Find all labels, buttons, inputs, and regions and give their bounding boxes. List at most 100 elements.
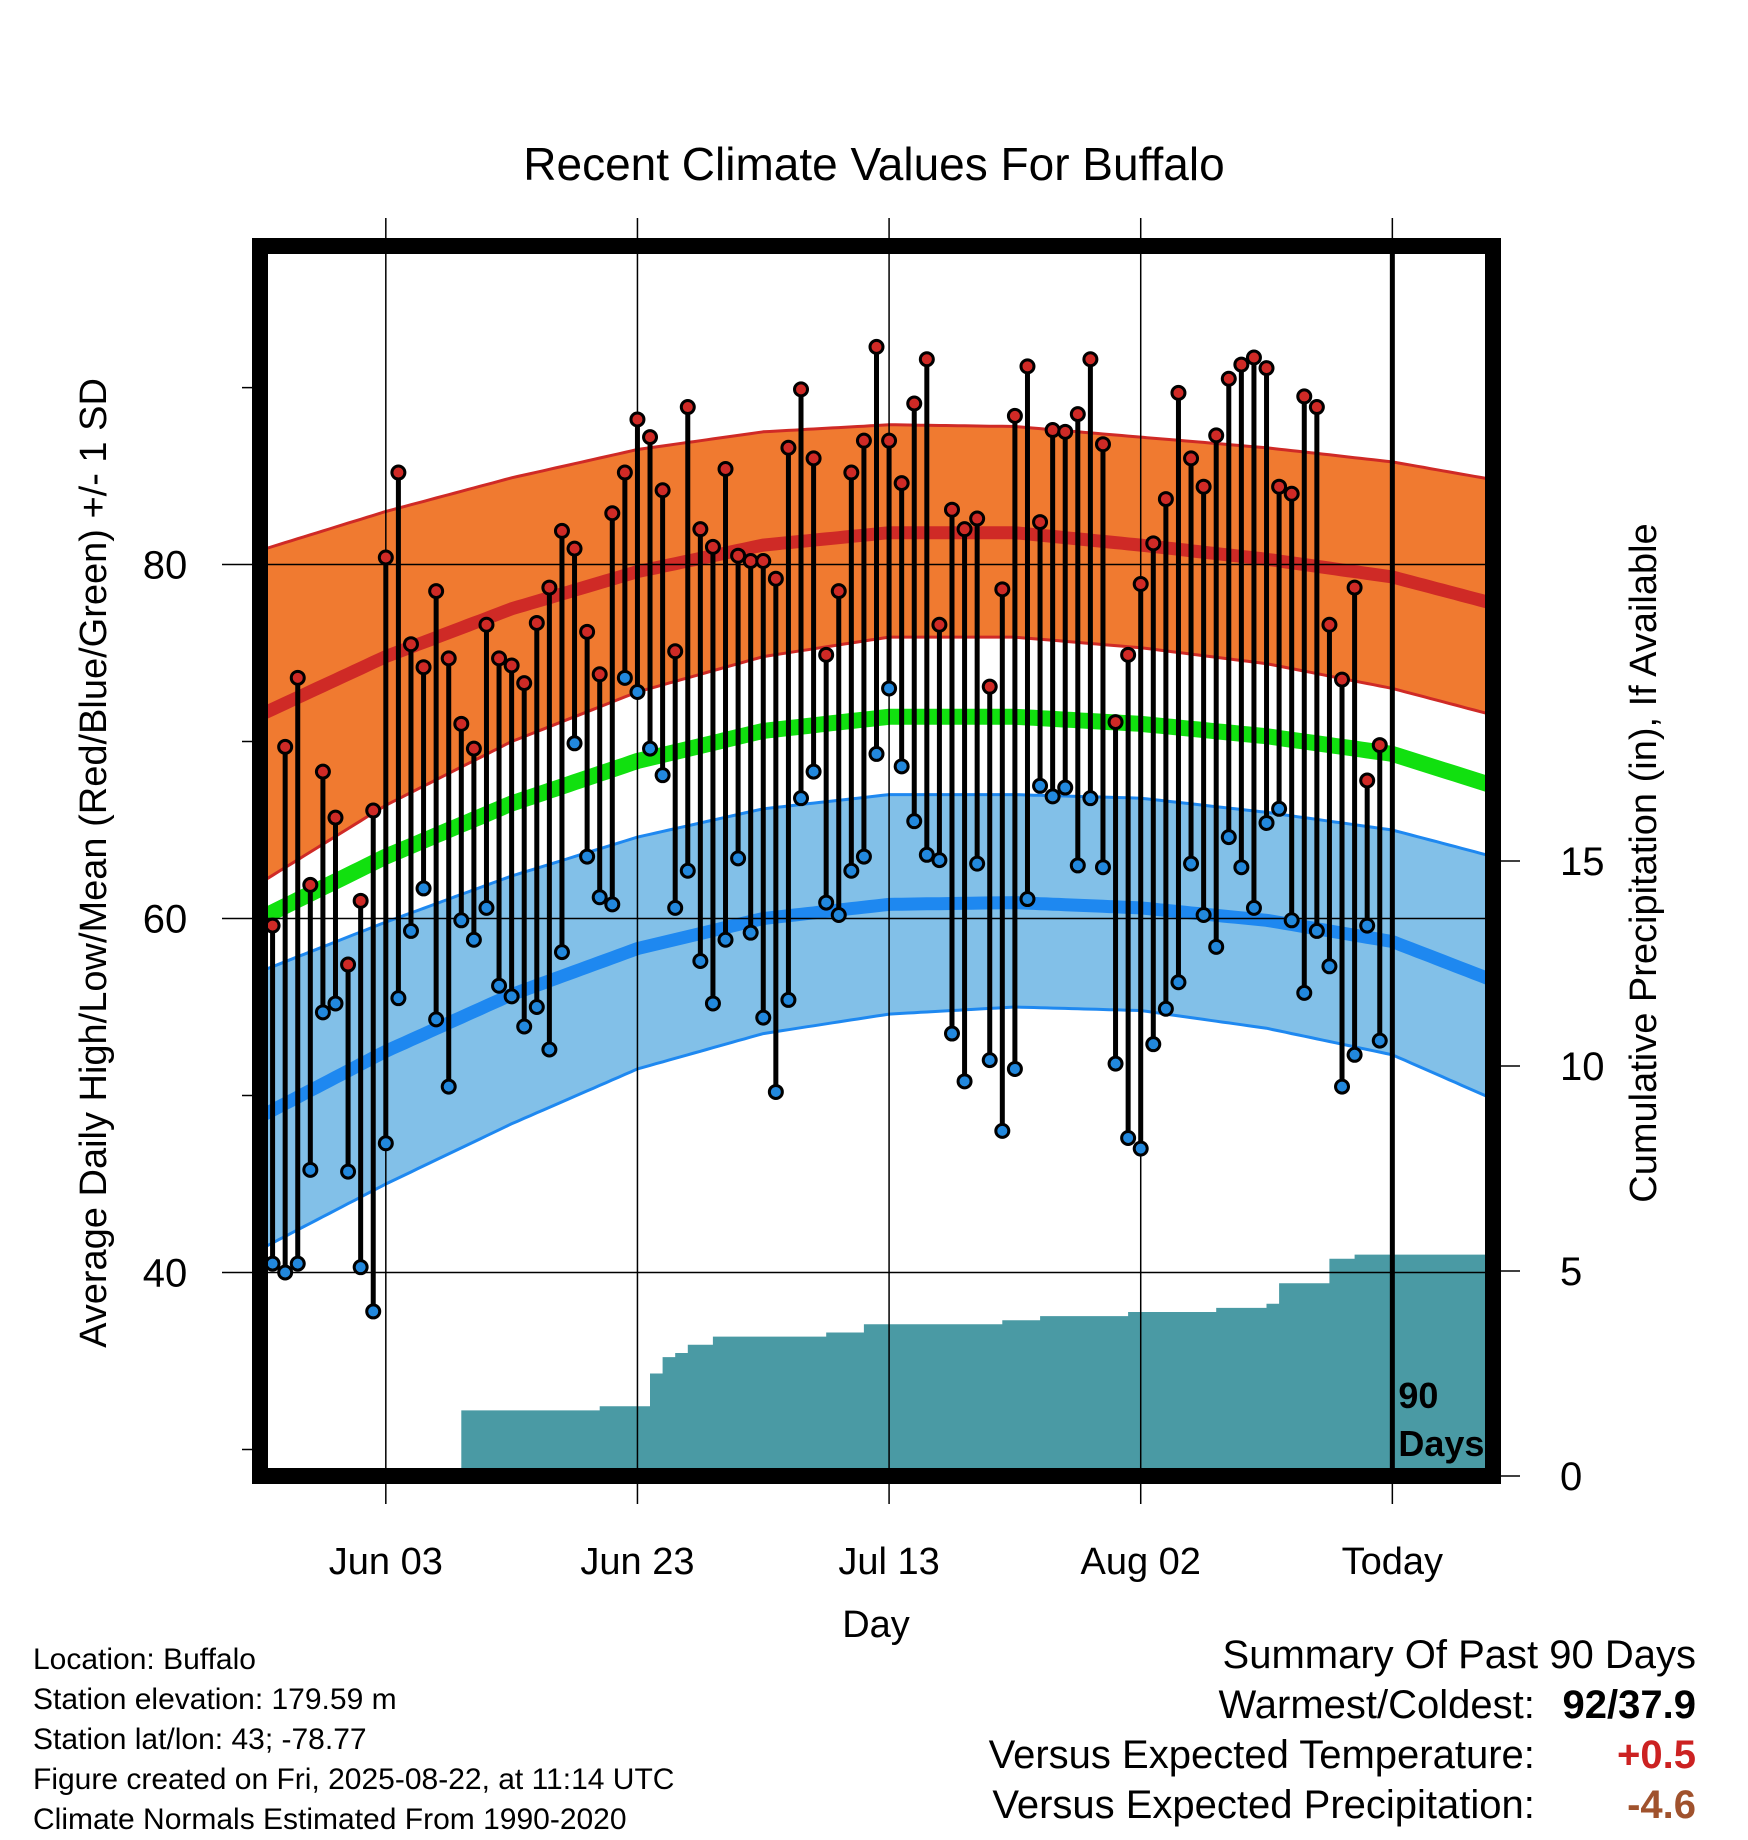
daily-temperature-marks — [252, 338, 1388, 1320]
daily-low-point — [893, 758, 910, 775]
daily-high-point — [1069, 406, 1086, 423]
daily-low-point — [1195, 906, 1212, 923]
daily-high-point — [491, 650, 508, 667]
daily-high-point — [1032, 514, 1049, 531]
daily-high-point — [755, 553, 772, 570]
today-marker-label: 90 Days — [1398, 1375, 1484, 1464]
daily-high-point — [1044, 422, 1061, 439]
daily-high-point — [918, 351, 935, 368]
daily-low-point — [616, 669, 633, 686]
precip-anomaly-value: -4.6 — [1627, 1783, 1696, 1827]
daily-high-point — [440, 650, 457, 667]
chart-title: Recent Climate Values For Buffalo — [523, 138, 1224, 190]
daily-high-point — [981, 678, 998, 695]
daily-low-point — [704, 995, 721, 1012]
daily-high-point — [604, 505, 621, 522]
daily-high-point — [264, 917, 281, 934]
daily-high-point — [1094, 436, 1111, 453]
daily-high-point — [818, 646, 835, 663]
daily-high-point — [830, 583, 847, 600]
daily-low-point — [1057, 779, 1074, 796]
daily-low-point — [881, 680, 898, 697]
daily-high-point — [302, 876, 319, 893]
daily-high-point — [667, 643, 684, 660]
daily-high-point — [1271, 478, 1288, 495]
daily-low-point — [1208, 938, 1225, 955]
daily-low-point — [692, 952, 709, 969]
daily-high-point — [465, 740, 482, 757]
daily-low-point — [289, 1255, 306, 1272]
y2-tick-label: 10 — [1560, 1045, 1605, 1089]
daily-high-point — [881, 432, 898, 449]
latlon-text: Station lat/lon: 43; -78.77 — [33, 1723, 367, 1756]
daily-high-point — [1082, 351, 1099, 368]
daily-high-point — [704, 538, 721, 555]
daily-high-point — [1157, 491, 1174, 508]
low-upper-sd-line — [260, 793, 1493, 973]
daily-high-point — [805, 450, 822, 467]
daily-low-point — [365, 1303, 382, 1320]
daily-low-point — [981, 1052, 998, 1069]
daily-low-point — [340, 1163, 357, 1180]
daily-high-point — [1057, 423, 1074, 440]
daily-low-point — [679, 862, 696, 879]
daily-low-point — [1069, 857, 1086, 874]
summary-precip-row: Versus Expected Precipitation: -4.6 — [989, 1780, 1696, 1830]
daily-high-point — [528, 614, 545, 631]
daily-low-point — [566, 735, 583, 752]
daily-low-point — [327, 995, 344, 1012]
daily-low-point — [1094, 859, 1111, 876]
daily-high-point — [1132, 576, 1149, 593]
daily-low-point — [969, 855, 986, 872]
daily-high-point — [340, 956, 357, 973]
warmest-label: Warmest/Coldest: — [1218, 1683, 1535, 1727]
daily-low-point — [931, 852, 948, 869]
daily-high-point — [1245, 349, 1262, 366]
daily-high-point — [415, 659, 432, 676]
daily-high-point — [1208, 427, 1225, 444]
daily-low-point — [1107, 1055, 1124, 1072]
daily-high-point — [1220, 370, 1237, 387]
daily-high-point — [1195, 478, 1212, 495]
daily-high-point — [453, 715, 470, 732]
created-text: Figure created on Fri, 2025-08-22, at 11… — [33, 1763, 675, 1796]
summary-warmest-row: Warmest/Coldest: 92/37.9 — [989, 1680, 1697, 1730]
daily-high-point — [1308, 399, 1325, 416]
daily-low-point — [855, 848, 872, 865]
x-tick-label: Aug 02 — [1080, 1541, 1200, 1583]
daily-low-point — [742, 924, 759, 941]
daily-high-point — [1145, 535, 1162, 552]
daily-high-point — [679, 399, 696, 416]
daily-low-point — [906, 813, 923, 830]
daily-low-point — [1296, 984, 1313, 1001]
plot-content — [260, 423, 1493, 1476]
daily-low-point — [604, 896, 621, 913]
y-tick-label: 60 — [143, 898, 188, 942]
daily-high-point — [1019, 358, 1036, 375]
daily-low-point — [415, 880, 432, 897]
daily-high-point — [1258, 360, 1275, 377]
daily-high-point — [314, 763, 331, 780]
daily-low-point — [390, 990, 407, 1007]
daily-low-point — [1044, 788, 1061, 805]
daily-low-point — [1233, 859, 1250, 876]
daily-low-point — [1019, 891, 1036, 908]
daily-high-point — [428, 583, 445, 600]
daily-low-point — [277, 1264, 294, 1281]
daily-low-point — [1157, 1000, 1174, 1017]
daily-high-point — [616, 464, 633, 481]
daily-high-point — [503, 657, 520, 674]
daily-low-point — [465, 931, 482, 948]
daily-low-point — [956, 1073, 973, 1090]
daily-low-point — [717, 931, 734, 948]
daily-high-point — [277, 738, 294, 755]
daily-high-point — [994, 581, 1011, 598]
daily-high-point — [956, 521, 973, 538]
daily-low-point — [1132, 1140, 1149, 1157]
daily-high-point — [352, 892, 369, 909]
station-info: Location: Buffalo Station elevation: 179… — [33, 1640, 674, 1840]
daily-high-point — [1107, 714, 1124, 731]
daily-high-point — [327, 809, 344, 826]
temp-anomaly-label: Versus Expected Temperature: — [988, 1733, 1535, 1777]
